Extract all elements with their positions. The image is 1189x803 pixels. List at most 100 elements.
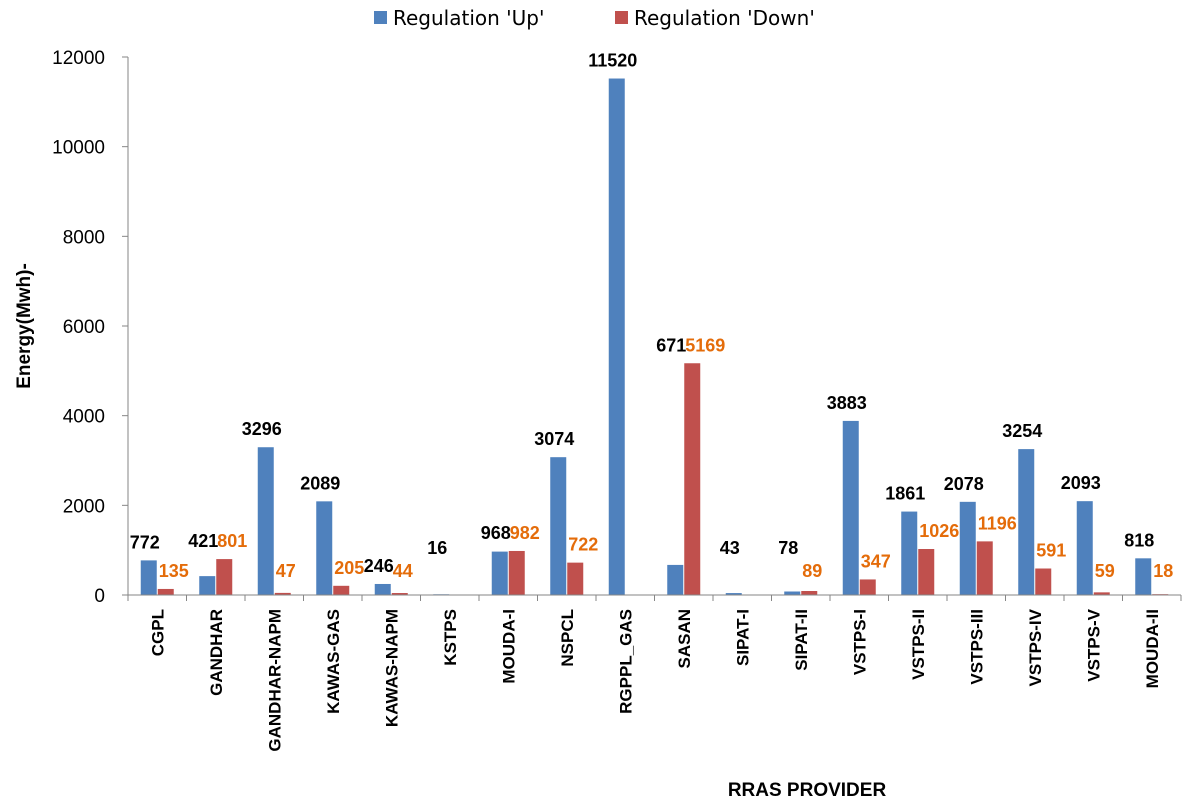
bar-down-cgpl [157, 588, 174, 595]
bar-down-vstps-iv [1035, 568, 1052, 595]
bar-down-vstps-iii [976, 541, 993, 595]
bar-up-sipat-ii [784, 591, 801, 595]
data-label-down-mouda-i: 982 [510, 523, 540, 543]
bar-up-vstps-iv [1018, 449, 1035, 595]
bar-up-gandhar [199, 576, 216, 595]
data-label-up-vstps-iii: 2078 [944, 474, 984, 494]
legend-label-1: Regulation 'Down' [634, 6, 815, 30]
y-axis-title: Energy(Mwh)- [14, 263, 35, 389]
y-tick-label: 4000 [63, 407, 105, 428]
legend: Regulation 'Up' Regulation 'Down' [374, 6, 815, 30]
data-label-up-vstps-iv: 3254 [1002, 421, 1042, 441]
x-category-label-gandhar-napm: GANDHAR-NAPM [265, 609, 284, 752]
y-tick-label: 10000 [52, 138, 105, 159]
y-axis-ticks: 0 2000 4000 6000 8000 10000 12000 [52, 48, 128, 607]
x-category-label-sipat-ii: SIPAT-II [792, 609, 811, 671]
x-category-label-sipat-i: SIPAT-I [733, 609, 752, 666]
data-label-down-mouda-ii: 18 [1153, 561, 1173, 581]
x-category-label-vstps-iv: VSTPS-IV [1026, 608, 1045, 686]
legend-swatch-0 [374, 11, 387, 24]
data-label-up-vstps-ii: 1861 [885, 484, 925, 504]
x-category-label-nspcl: NSPCL [558, 609, 577, 667]
x-category-label-gandhar: GANDHAR [207, 609, 226, 696]
x-axis-title: RRAS PROVIDER [728, 780, 887, 801]
x-category-label-mouda-i: MOUDA-I [499, 609, 518, 684]
data-label-down-kawas-napm: 44 [393, 561, 413, 581]
bar-down-gandhar-napm [274, 592, 291, 595]
data-label-up-sasan: 671 [656, 335, 686, 355]
bar-down-kawas-napm [391, 593, 408, 595]
x-category-label-vstps-ii: VSTPS-II [909, 609, 928, 680]
x-category-label-kstps: KSTPS [441, 609, 460, 666]
bars [140, 78, 1169, 595]
bar-down-kawas-gas [333, 585, 350, 595]
data-label-up-kawas-napm: 246 [364, 556, 394, 576]
x-category-label-vstps-iii: VSTPS-III [967, 609, 986, 685]
x-category-label-vstps-v: VSTPS-V [1084, 608, 1103, 681]
bar-down-sasan [684, 363, 701, 595]
data-label-up-mouda-ii: 818 [1124, 530, 1154, 550]
x-category-label-kawas-gas: KAWAS-GAS [324, 609, 343, 714]
bar-up-kawas-napm [374, 583, 391, 595]
data-label-up-vstps-i: 3883 [827, 393, 867, 413]
data-label-down-vstps-iii: 1196 [978, 513, 1017, 533]
bar-down-gandhar [216, 559, 233, 595]
x-axis-categories: CGPL GANDHAR GANDHAR-NAPM KAWAS-GAS KAWAS-NA… [148, 608, 1162, 751]
data-label-up-cgpl: 772 [130, 532, 160, 552]
bar-down-vstps-v [1093, 592, 1110, 595]
data-label-down-sipat-ii: 89 [802, 561, 822, 581]
bar-up-mouda-ii [1135, 558, 1152, 595]
bar-up-rgppl_gas [608, 78, 625, 595]
bar-down-mouda-i [508, 550, 525, 595]
data-label-up-kawas-gas: 2089 [300, 473, 340, 493]
data-label-up-vstps-v: 2093 [1061, 473, 1101, 493]
data-label-up-nspcl: 3074 [534, 429, 574, 449]
data-label-down-vstps-i: 347 [861, 551, 891, 571]
data-label-up-rgppl_gas: 11520 [588, 51, 637, 71]
data-label-down-cgpl: 135 [159, 561, 189, 581]
data-label-down-kawas-gas: 205 [334, 558, 364, 578]
data-label-down-nspcl: 722 [568, 535, 598, 555]
x-category-label-mouda-ii: MOUDA-II [1143, 609, 1162, 688]
data-label-down-vstps-v: 59 [1095, 561, 1115, 581]
bar-up-vstps-v [1076, 501, 1093, 595]
bar-up-sasan [667, 564, 684, 595]
bar-down-nspcl [567, 562, 584, 595]
data-label-up-gandhar-napm: 3296 [242, 419, 282, 439]
y-tick-label: 2000 [63, 496, 105, 517]
bar-down-vstps-ii [918, 549, 935, 595]
data-label-up-sipat-i: 43 [720, 538, 740, 558]
bar-up-nspcl [550, 457, 567, 595]
data-label-down-sasan: 5169 [685, 335, 725, 355]
y-tick-label: 6000 [63, 317, 105, 338]
x-category-label-vstps-i: VSTPS-I [850, 609, 869, 675]
bar-up-mouda-i [491, 551, 508, 595]
bar-up-kawas-gas [316, 501, 333, 595]
data-label-down-vstps-ii: 1026 [919, 521, 959, 541]
data-label-down-gandhar-napm: 47 [276, 561, 296, 581]
legend-swatch-1 [615, 11, 628, 24]
x-category-label-cgpl: CGPL [148, 609, 167, 656]
data-label-down-gandhar: 801 [217, 531, 247, 551]
x-category-label-sasan: SASAN [675, 609, 694, 669]
y-tick-label: 0 [94, 586, 105, 607]
data-label-up-gandhar: 421 [188, 531, 218, 551]
bar-up-vstps-ii [901, 511, 918, 595]
bar-up-vstps-i [842, 420, 859, 595]
bar-up-cgpl [140, 560, 157, 595]
x-category-label-rgppl_gas: RGPPL_GAS [616, 609, 635, 714]
bar-up-vstps-iii [959, 501, 976, 595]
y-tick-label: 12000 [52, 48, 105, 69]
data-label-up-mouda-i: 968 [481, 523, 511, 543]
x-category-label-kawas-napm: KAWAS-NAPM [382, 609, 401, 727]
data-label-up-kstps: 16 [427, 538, 447, 558]
y-tick-label: 8000 [63, 227, 105, 248]
data-label-up-sipat-ii: 78 [778, 538, 798, 558]
data-label-down-vstps-iv: 591 [1036, 541, 1066, 561]
legend-label-0: Regulation 'Up' [393, 6, 544, 30]
bar-down-sipat-ii [801, 591, 818, 595]
bar-up-gandhar-napm [257, 447, 274, 595]
bar-down-vstps-i [859, 579, 876, 595]
